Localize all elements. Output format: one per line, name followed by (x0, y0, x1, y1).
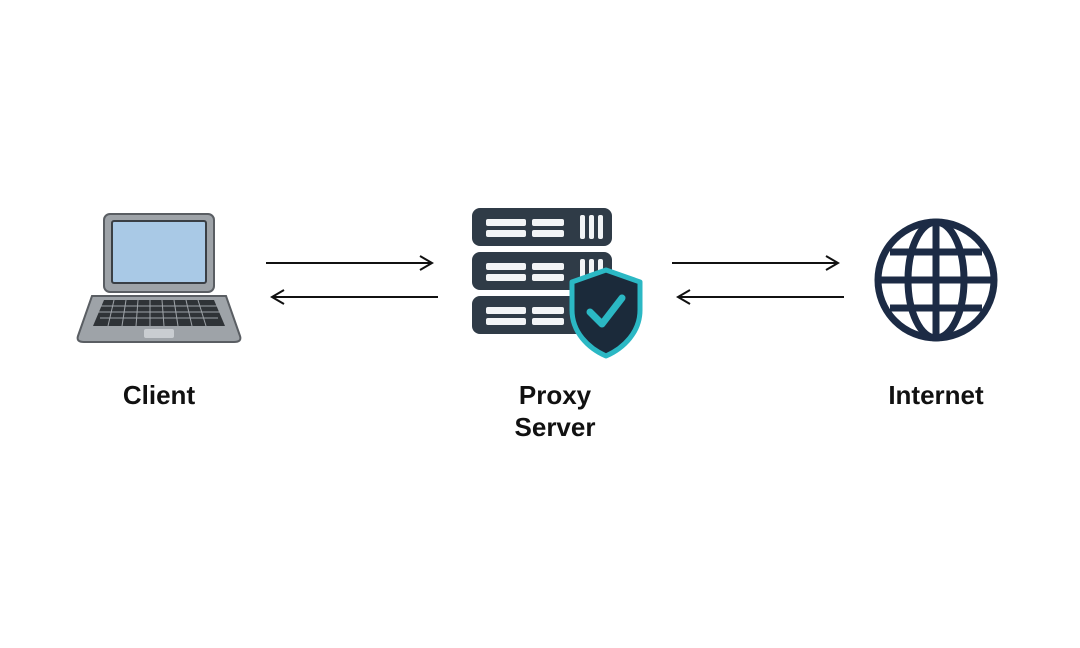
node-proxy: Proxy Server (460, 205, 650, 444)
arrow-right-icon (262, 253, 442, 273)
node-internet: Internet (866, 205, 1006, 412)
server-shield-icon (460, 205, 650, 355)
node-client: Client (74, 205, 244, 412)
diagram-row: Client (74, 205, 1006, 444)
edge-proxy-internet (650, 205, 866, 355)
proxy-architecture-diagram: Client (0, 0, 1080, 648)
arrow-right-icon (668, 253, 848, 273)
node-client-label: Client (123, 379, 195, 412)
laptop-icon (74, 205, 244, 355)
arrow-left-icon (668, 287, 848, 307)
node-proxy-label: Proxy Server (515, 379, 596, 444)
node-internet-label: Internet (888, 379, 983, 412)
arrow-left-icon (262, 287, 442, 307)
edge-client-proxy (244, 205, 460, 355)
globe-icon (866, 205, 1006, 355)
